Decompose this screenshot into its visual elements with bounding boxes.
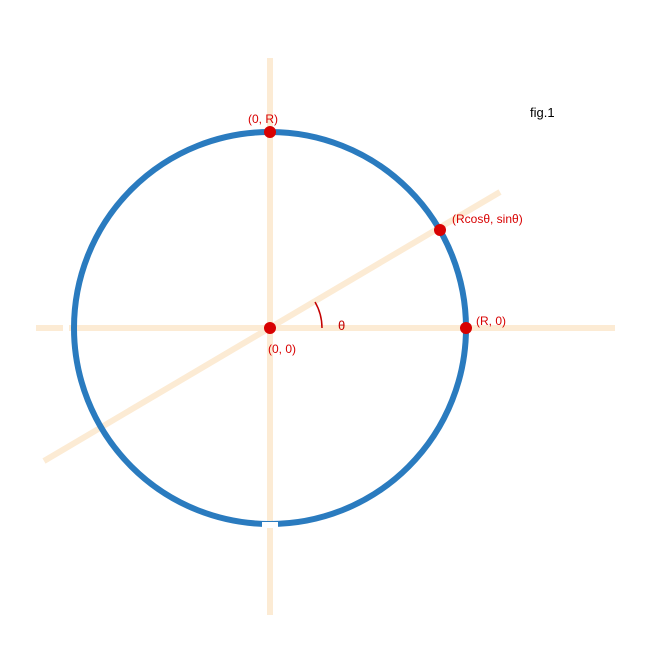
point-origin-label: (0, 0) [268, 342, 296, 356]
point-angle-label: (Rcosθ, sinθ) [452, 212, 523, 226]
figure-caption: fig.1 [530, 105, 555, 120]
point-right-label: (R, 0) [476, 314, 506, 328]
point-top-label: (0, R) [248, 112, 278, 126]
angle-theta-label: θ [338, 318, 345, 333]
unit-circle-diagram [0, 0, 647, 647]
